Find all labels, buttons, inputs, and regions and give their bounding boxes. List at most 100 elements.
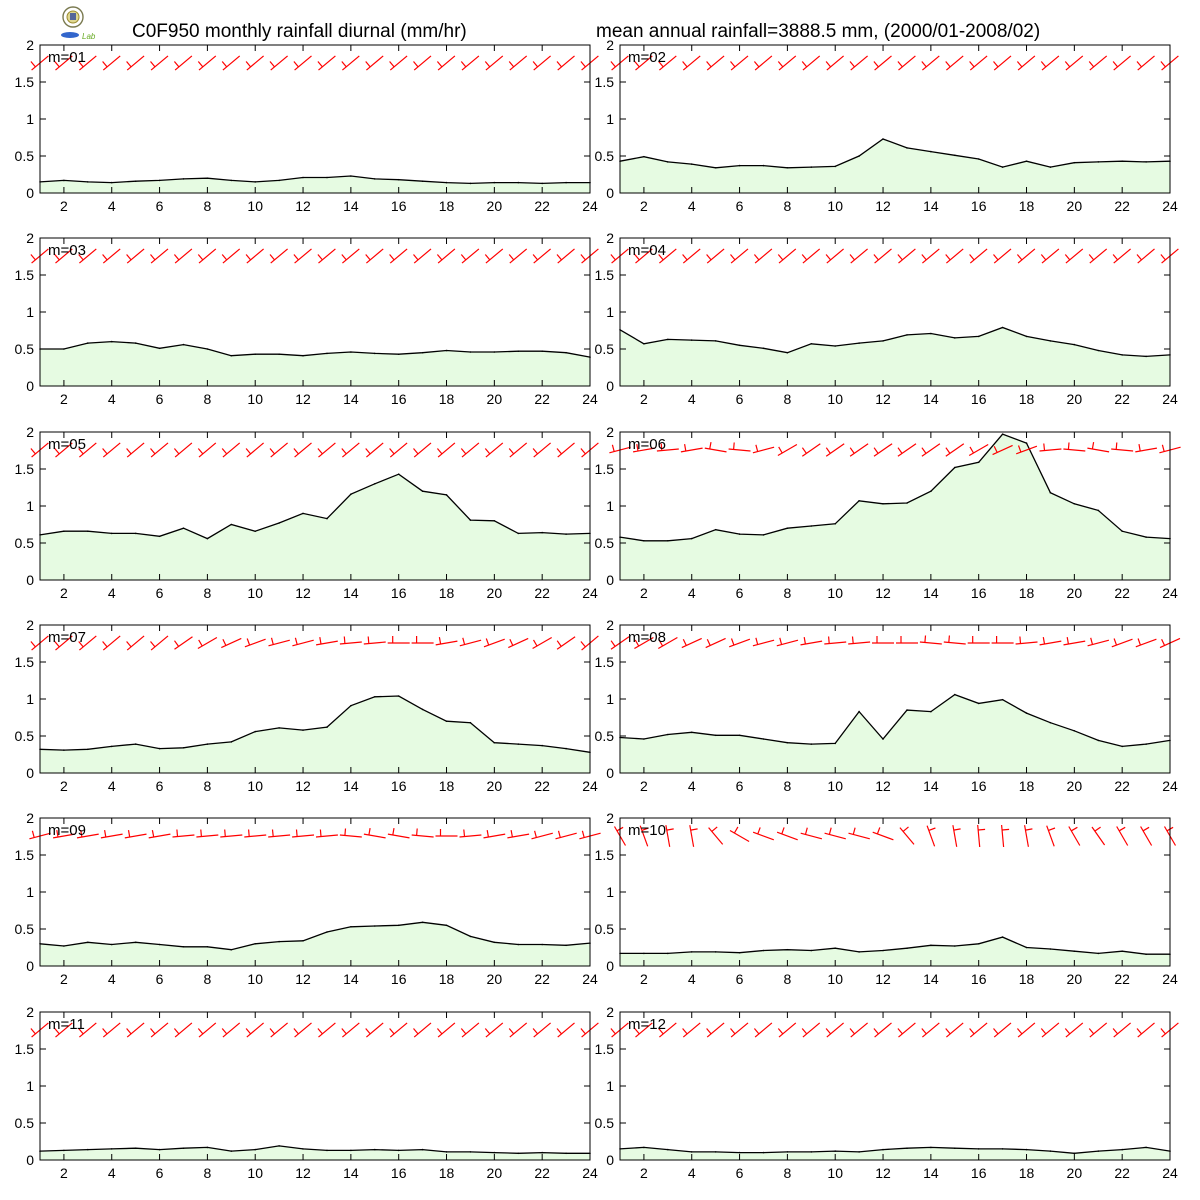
wind-shaft xyxy=(268,639,290,647)
data-point xyxy=(1145,1146,1147,1149)
y-tick-label: 1.5 xyxy=(15,1041,35,1057)
wind-feather xyxy=(30,641,36,648)
wind-shaft xyxy=(557,442,575,458)
x-tick-label: 22 xyxy=(1114,778,1130,794)
x-tick-label: 6 xyxy=(156,971,164,987)
x-tick-label: 12 xyxy=(295,391,311,407)
wind-feather xyxy=(389,1028,395,1035)
wind-shaft xyxy=(826,1022,844,1038)
wind-barb xyxy=(873,443,893,457)
wind-barb xyxy=(484,1022,504,1038)
wind-feather xyxy=(341,61,347,68)
wind-barb xyxy=(801,1022,821,1038)
wind-shaft xyxy=(1137,1022,1155,1038)
wind-feather xyxy=(777,1028,784,1035)
y-tick-label: 1 xyxy=(606,884,614,900)
x-tick-label: 16 xyxy=(391,198,407,214)
wind-feather xyxy=(556,61,562,68)
wind-shaft xyxy=(55,635,73,651)
wind-shaft xyxy=(919,641,942,645)
x-tick-label: 4 xyxy=(688,971,696,987)
wind-feather xyxy=(484,61,491,68)
data-point xyxy=(667,540,669,542)
wind-feather xyxy=(777,254,784,261)
x-tick-label: 20 xyxy=(487,198,503,214)
data-point xyxy=(643,155,645,158)
panel-m=12: 00.511.522 4 6 8 10 12 14 16 18 20 22 24m=12 xyxy=(595,1004,1179,1181)
rainfall-area xyxy=(620,327,1170,386)
x-tick-label: 18 xyxy=(439,198,455,214)
panel-m=03: 00.511.522 4 6 8 10 12 14 16 18 20 22 24m=03 xyxy=(15,230,599,407)
wind-feather xyxy=(828,636,830,644)
lab-logo: Lab xyxy=(61,6,96,40)
wind-shaft xyxy=(246,248,264,264)
data-point xyxy=(541,531,543,534)
wind-shaft xyxy=(897,443,917,457)
wind-barb xyxy=(315,829,338,838)
wind-barb xyxy=(634,55,653,71)
y-tick-label: 2 xyxy=(26,810,34,826)
wind-barb xyxy=(293,442,312,458)
data-point xyxy=(87,530,89,532)
wind-shaft xyxy=(79,442,97,458)
wind-feather xyxy=(945,1028,951,1035)
wind-barb xyxy=(483,829,506,839)
wind-barb xyxy=(849,248,868,264)
wind-feather xyxy=(30,1028,36,1035)
y-tick-label: 1.5 xyxy=(595,461,615,477)
wind-shaft xyxy=(826,248,844,264)
wind-shaft xyxy=(389,442,408,458)
wind-shaft xyxy=(483,833,506,839)
wind-shaft xyxy=(706,55,725,71)
data-point xyxy=(350,1149,352,1152)
data-point xyxy=(714,167,717,169)
wind-barb xyxy=(221,55,241,71)
x-tick-label: 4 xyxy=(688,1165,696,1181)
wind-feather xyxy=(993,254,999,261)
wind-barb xyxy=(459,829,482,838)
panel-label: m=12 xyxy=(628,1016,666,1033)
data-point xyxy=(786,1151,789,1153)
wind-feather xyxy=(610,640,616,647)
wind-shaft xyxy=(126,635,145,651)
x-tick-label: 24 xyxy=(1162,198,1178,214)
wind-feather xyxy=(197,254,204,261)
rainfall-area xyxy=(620,139,1170,193)
data-point xyxy=(445,181,448,184)
wind-barb xyxy=(245,1022,264,1038)
wind-shaft xyxy=(174,636,193,650)
data-point xyxy=(882,503,884,505)
x-tick-label: 24 xyxy=(582,778,598,794)
x-tick-label: 20 xyxy=(1067,198,1083,214)
wind-shaft xyxy=(531,832,553,840)
x-tick-label: 22 xyxy=(1114,1165,1130,1181)
wind-barb xyxy=(507,829,530,839)
data-point xyxy=(1049,948,1052,950)
x-tick-label: 20 xyxy=(1067,391,1083,407)
wind-feather xyxy=(1090,637,1094,645)
data-point xyxy=(302,176,304,179)
wind-shaft xyxy=(509,248,528,264)
wind-shaft xyxy=(389,1022,408,1038)
data-point xyxy=(469,1151,472,1153)
wind-barb xyxy=(413,1022,432,1038)
data-point xyxy=(786,167,789,169)
wind-shaft xyxy=(659,248,677,264)
data-point xyxy=(565,944,567,947)
data-point xyxy=(714,951,717,953)
data-point xyxy=(930,944,932,947)
wind-feather xyxy=(436,61,443,68)
wind-shaft xyxy=(1113,1022,1131,1038)
y-tick-label: 0 xyxy=(26,185,34,201)
wind-barb xyxy=(825,248,844,264)
wind-shaft xyxy=(1087,639,1110,647)
wind-barb xyxy=(389,442,408,458)
wind-feather xyxy=(706,254,712,261)
wind-barb xyxy=(556,55,575,71)
data-point xyxy=(565,533,567,535)
wind-shaft xyxy=(148,833,171,839)
wind-feather xyxy=(730,638,735,646)
wind-feather xyxy=(1040,254,1047,261)
wind-barb xyxy=(126,635,145,651)
wind-shaft xyxy=(174,248,193,264)
